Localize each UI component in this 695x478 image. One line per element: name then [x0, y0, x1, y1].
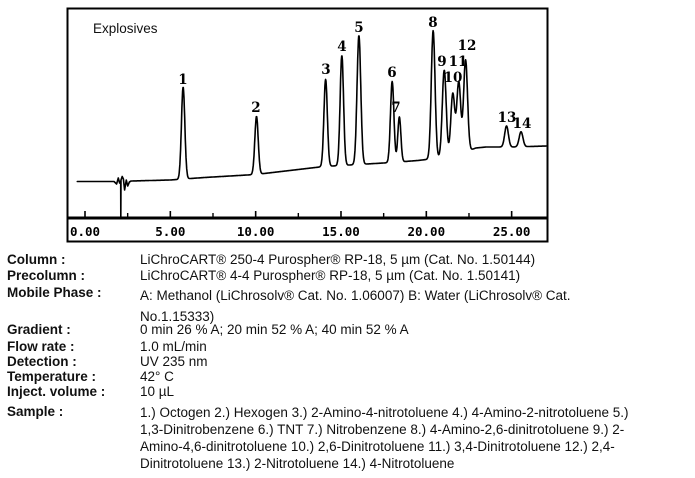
method-value-line: UV 235 nm [140, 354, 208, 369]
method-value: 0 min 26 % A; 20 min 52 % A; 40 min 52 %… [140, 322, 692, 338]
method-value: LiChroCART® 4-4 Purospher® RP-18, 5 µm (… [140, 268, 692, 284]
method-value: 10 µL [140, 384, 692, 400]
peak-label-12: 12 [458, 38, 477, 54]
x-axis-tick-label: 10.00 [237, 224, 275, 239]
x-axis-tick-label: 15.00 [322, 224, 360, 239]
peak-label-10: 10 [444, 70, 463, 86]
peak-label-6: 6 [387, 65, 396, 81]
method-value-line: 42° C [140, 369, 174, 384]
peak-label-11: 11 [449, 54, 468, 70]
x-axis-tick-label: 5.00 [155, 224, 185, 239]
peak-label-9: 9 [437, 54, 446, 70]
method-value-line: Dinitrotoluene 13.) 2-Nitrotoluene 14.) … [140, 456, 455, 471]
peak-label-14: 14 [513, 116, 532, 132]
peak-label-13: 13 [498, 110, 517, 126]
method-value-line: Amino-4,6-dinitrotoluene 10.) 2,6-Dinitr… [140, 439, 615, 454]
method-label: Flow rate : [7, 339, 75, 354]
method-value-line: 0 min 26 % A; 20 min 52 % A; 40 min 52 %… [140, 322, 409, 337]
method-value-line: No.1.15333) [140, 309, 215, 324]
peak-label-5: 5 [354, 20, 363, 36]
method-label: Precolumn : [7, 268, 86, 283]
x-axis-tick-label: 25.00 [493, 224, 531, 239]
method-value-line: A: Methanol (LiChrosolv® Cat. No. 1.0600… [140, 288, 571, 303]
method-value-line: LiChroCART® 250-4 Purospher® RP-18, 5 µm… [140, 252, 536, 267]
method-label: Column : [7, 252, 66, 267]
method-label: Temperature : [7, 369, 97, 384]
peak-label-4: 4 [337, 39, 346, 55]
method-label: Detection : [7, 354, 77, 369]
peak-label-8: 8 [428, 15, 437, 31]
method-label: Mobile Phase : [7, 285, 102, 300]
plot-frame [66, 7, 549, 243]
x-axis-tick-label: 20.00 [407, 224, 445, 239]
method-value: 1.) Octogen 2.) Hexogen 3.) 2-Amino-4-ni… [140, 404, 692, 472]
method-value: 42° C [140, 369, 692, 385]
method-value: A: Methanol (LiChrosolv® Cat. No. 1.0600… [140, 285, 692, 327]
peak-label-1: 1 [178, 72, 187, 88]
chart-title: Explosives [93, 21, 158, 36]
method-value-line: 1.0 mL/min [140, 339, 207, 354]
method-label: Sample : [7, 404, 64, 419]
method-label: Inject. volume : [7, 384, 106, 399]
peak-label-2: 2 [251, 100, 260, 116]
x-axis-tick-label: 0.00 [70, 224, 100, 239]
peak-label-3: 3 [321, 62, 330, 78]
method-value-line: 10 µL [140, 384, 175, 399]
method-value-line: 1,3-Dinitrobenzene 6.) TNT 7.) Nitrobenz… [140, 422, 625, 437]
chromatogram-trace [76, 29, 549, 219]
method-value: 1.0 mL/min [140, 339, 692, 355]
method-label: Gradient : [7, 322, 71, 337]
method-value-line: LiChroCART® 4-4 Purospher® RP-18, 5 µm (… [140, 268, 521, 283]
chromatogram: Explosives 0.00 5.00 10.00 15.00 20.00 25.00 1 2… [66, 7, 549, 243]
peak-label-7: 7 [391, 100, 400, 116]
method-value-line: 1.) Octogen 2.) Hexogen 3.) 2-Amino-4-ni… [140, 405, 629, 420]
method-value: UV 235 nm [140, 354, 692, 370]
method-value: LiChroCART® 250-4 Purospher® RP-18, 5 µm… [140, 252, 692, 268]
